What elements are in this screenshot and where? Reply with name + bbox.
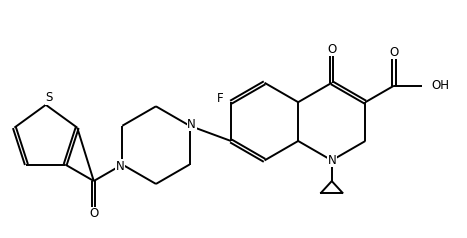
Text: O: O [89, 207, 99, 220]
Text: O: O [327, 43, 336, 56]
Text: N: N [327, 154, 336, 167]
Text: N: N [116, 159, 125, 173]
Text: OH: OH [432, 79, 450, 92]
Text: S: S [45, 91, 53, 104]
Text: N: N [187, 118, 196, 131]
Text: F: F [217, 92, 224, 104]
Text: O: O [389, 45, 398, 59]
